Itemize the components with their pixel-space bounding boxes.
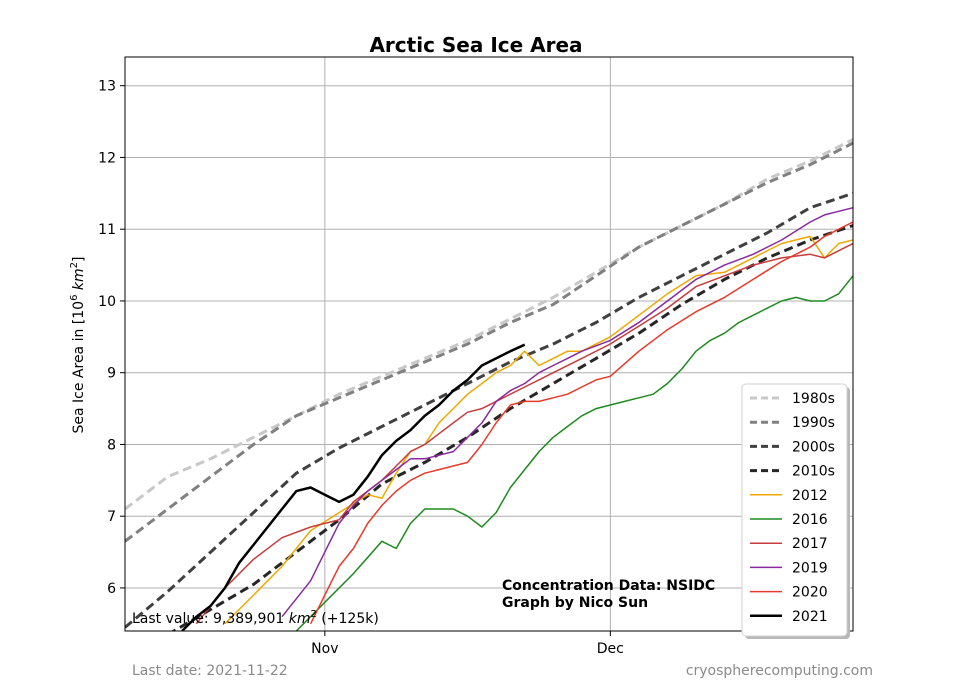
grid [125,57,853,631]
plot-frame [124,56,854,632]
series-group [125,138,853,631]
series-line-2021 [181,343,526,631]
y-axis-label: Sea Ice Area in [106 km2] [69,257,87,434]
annotation: Concentration Data: NSIDC Graph by Nico … [502,578,715,611]
series-line-2012 [224,235,853,625]
legend-label-2010s: 2010s [792,464,835,480]
footer-site: cryospherecomputing.com [685,663,873,679]
legend-label-2020: 2020 [792,585,828,601]
y-tick-label: 8 [107,437,116,453]
x-tick-label: Dec [597,641,624,657]
last-value-label: Last value: 9,389,901 km2 (+125k) [132,609,379,627]
legend: 1980s 1990s 2000s 2010s 2012 2016 2017 2019 2020… [741,383,850,639]
series-line-2000s [125,191,853,629]
annotation-line-1: Concentration Data: NSIDC [502,578,715,594]
series-line-2017 [195,242,853,625]
legend-label-2016: 2016 [792,512,828,528]
footer-last-date: Last date: 2021-11-22 [132,663,288,679]
legend-label-2012: 2012 [792,488,828,504]
legend-label-2019: 2019 [792,560,828,576]
y-tick-label: 11 [98,222,116,238]
legend-label-2000s: 2000s [792,439,835,455]
series-line-2020 [309,221,853,625]
series-line-1990s [125,141,853,543]
legend-label-1990s: 1990s [792,415,835,431]
legend-label-1980s: 1980s [792,391,835,407]
legend-label-2021: 2021 [792,609,828,625]
y-tick-label: 6 [107,581,116,597]
chart-title: Arctic Sea Ice Area [369,33,582,57]
y-tick-label: 12 [98,150,116,166]
legend-box [741,383,848,637]
y-tick-label: 10 [98,294,116,310]
x-ticks: Nov Dec [311,631,624,657]
series-line-2019 [281,206,853,618]
y-tick-label: 13 [98,79,116,95]
series-line-1980s [125,138,853,511]
legend-label-2017: 2017 [792,536,828,552]
x-tick-label: Nov [311,641,338,657]
y-tick-label: 9 [107,366,116,382]
series-line-2016 [295,275,853,631]
series-line-2010s [170,224,853,631]
y-tick-label: 7 [107,509,116,525]
y-ticks: 6 7 8 9 10 11 12 13 [98,79,125,597]
annotation-line-2: Graph by Nico Sun [502,595,648,611]
